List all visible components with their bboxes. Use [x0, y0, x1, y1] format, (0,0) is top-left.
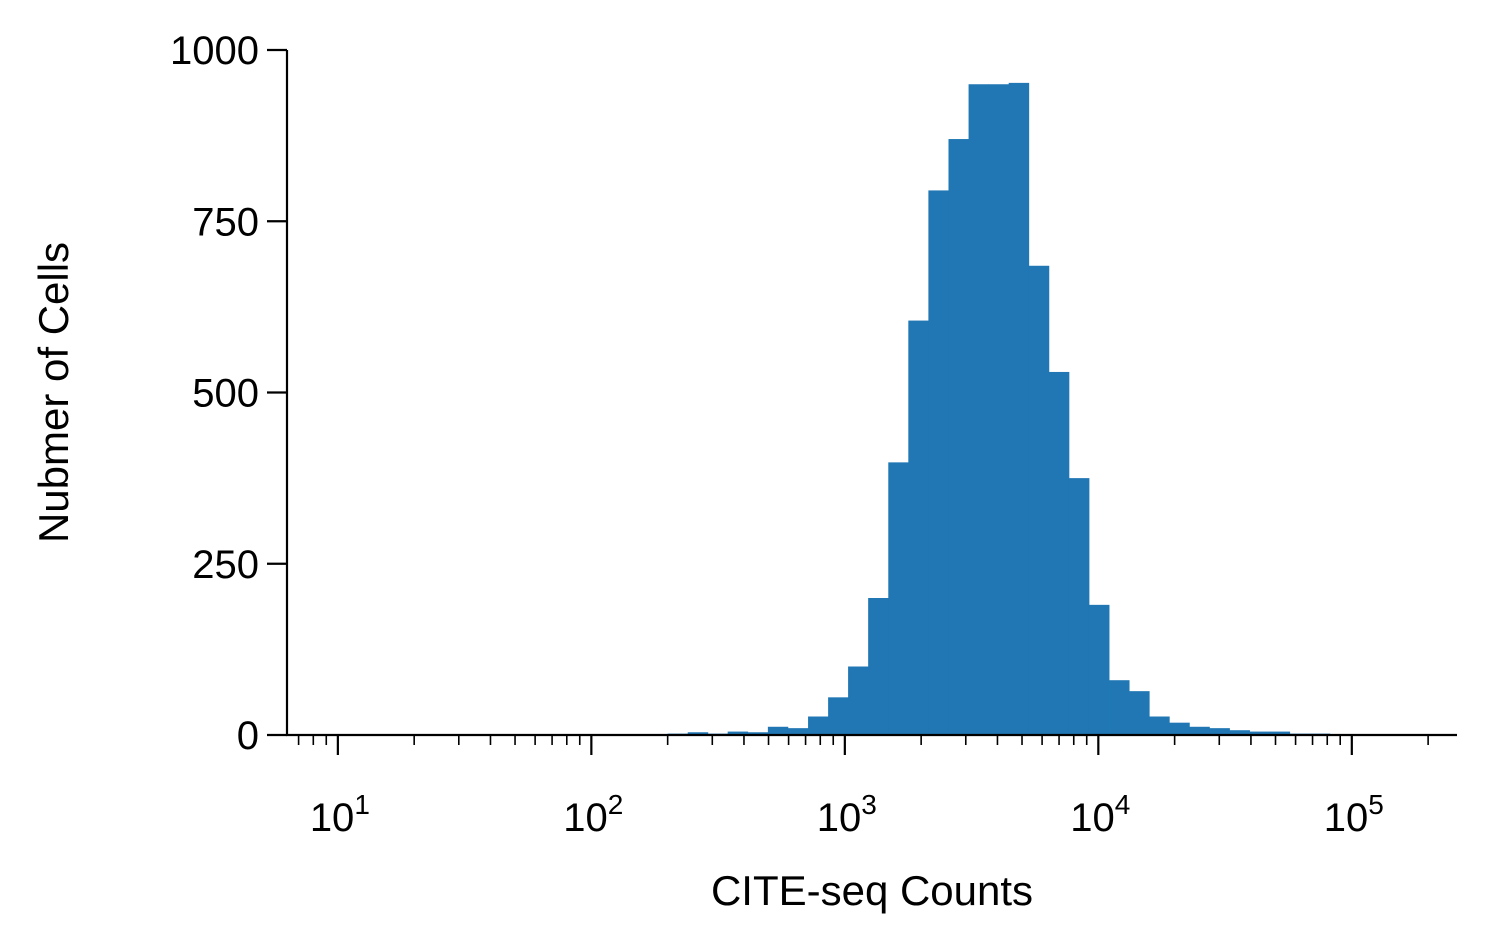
x-axis-major-ticks: 101 102 103 104 105 — [310, 735, 1384, 840]
histogram-bar-15 — [968, 84, 990, 735]
histogram-bar-16 — [988, 84, 1010, 735]
x-tick-label-1: 102 — [563, 789, 623, 840]
x-axis-title: CITE-seq Counts — [711, 867, 1033, 914]
histogram-bar-3 — [727, 731, 749, 735]
histogram-bar-8 — [828, 697, 849, 735]
histogram-bar-17 — [1008, 82, 1030, 735]
histogram-bar-14 — [948, 139, 969, 736]
histogram-bar-30 — [1269, 731, 1291, 735]
histogram-bar-12 — [908, 320, 929, 735]
histogram-bar-25 — [1169, 722, 1190, 735]
y-tick-label-2: 500 — [192, 372, 259, 416]
histogram-bar-11 — [888, 462, 909, 735]
y-axis-title: Nubmer of Cells — [30, 242, 77, 543]
x-axis-minor-ticks — [297, 735, 1429, 745]
histogram-bar-10 — [868, 598, 889, 735]
histogram-bar-4 — [747, 732, 769, 735]
x-tick-label-4: 105 — [1324, 789, 1384, 840]
histogram-bar-26 — [1189, 726, 1210, 735]
y-tick-label-1: 250 — [192, 543, 259, 587]
histogram-bar-9 — [848, 666, 869, 735]
y-tick-label-0: 0 — [237, 714, 259, 758]
histogram-bar-27 — [1209, 728, 1230, 735]
histogram-bar-29 — [1249, 731, 1271, 735]
histogram-bar-5 — [767, 726, 789, 735]
histogram-bar-19 — [1048, 371, 1070, 735]
histogram-bar-18 — [1028, 265, 1050, 735]
histogram-bar-6 — [787, 728, 809, 735]
histogram-bar-24 — [1149, 716, 1170, 735]
y-tick-label-4: 1000 — [170, 29, 259, 73]
histogram-bar-28 — [1229, 730, 1250, 735]
y-axis-ticks: 0 250 500 750 1000 — [170, 29, 287, 758]
histogram-bar-7 — [808, 716, 829, 735]
histogram-bars — [667, 82, 1371, 736]
histogram-bar-23 — [1129, 691, 1150, 735]
x-tick-label-3: 104 — [1070, 789, 1130, 840]
x-tick-label-2: 103 — [817, 789, 877, 840]
x-tick-label-0: 101 — [310, 789, 370, 840]
histogram-bar-13 — [928, 190, 949, 736]
histogram-bar-1 — [687, 732, 709, 735]
histogram-bar-21 — [1088, 604, 1110, 735]
histogram-bar-20 — [1068, 478, 1090, 736]
y-tick-label-3: 750 — [192, 200, 259, 244]
histogram-bar-22 — [1109, 680, 1130, 735]
